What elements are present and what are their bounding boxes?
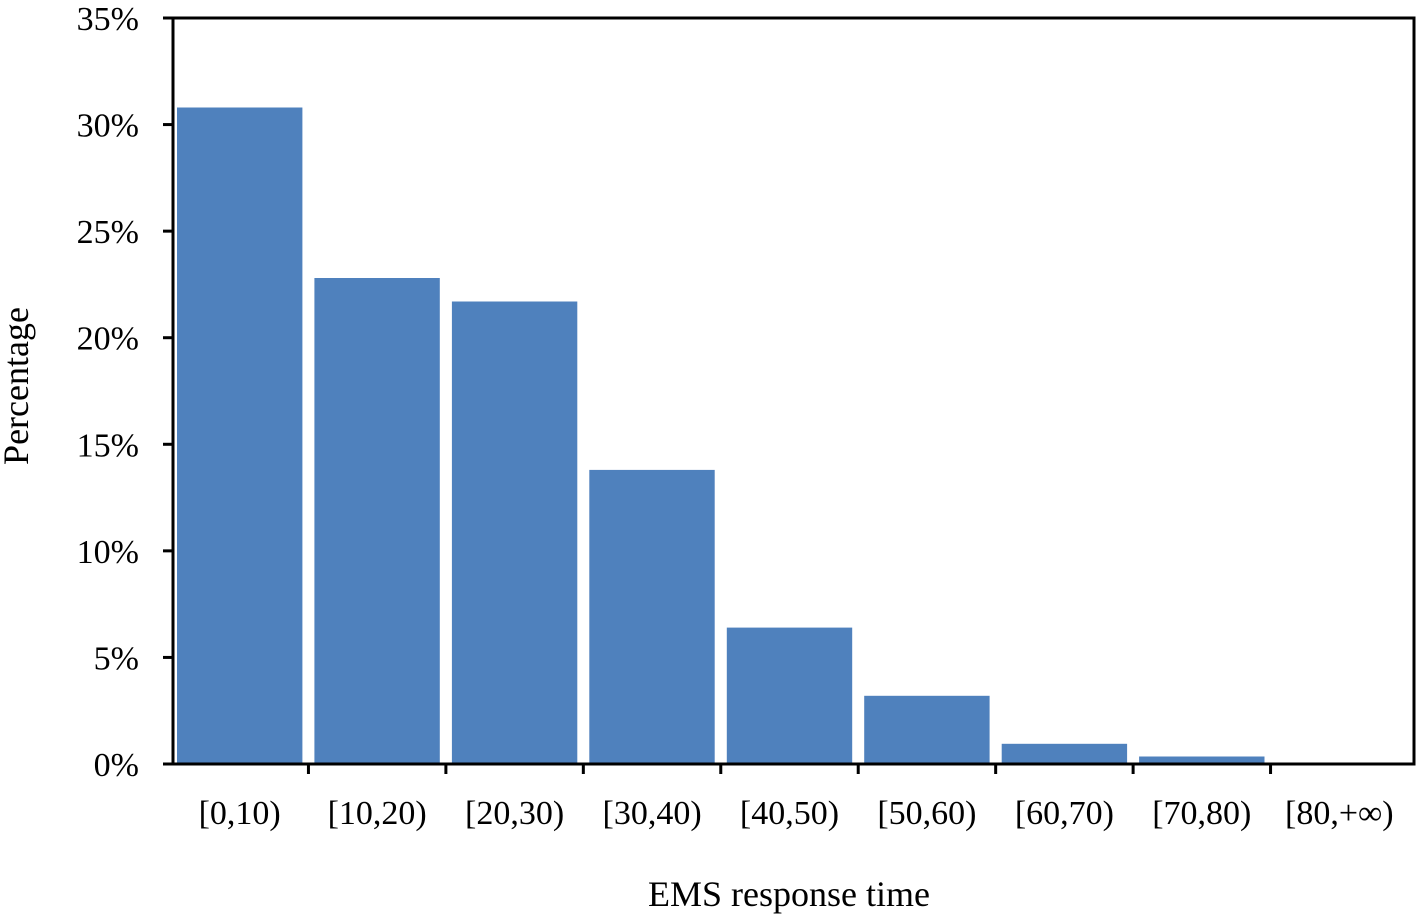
y-axis-title: Percentage: [0, 307, 36, 465]
y-tick-label-3: 15%: [77, 427, 139, 464]
y-tick-label-7: 35%: [77, 1, 139, 38]
y-tick-label-4: 20%: [77, 321, 139, 358]
plot-frame: [171, 16, 1416, 766]
x-tick-label-1: [10,20): [328, 795, 427, 832]
x-axis-title: EMS response time: [648, 874, 930, 914]
bar-7: [1139, 756, 1265, 764]
bar-0: [177, 107, 303, 764]
x-tick-label-5: [50,60): [877, 795, 976, 832]
y-tick-label-2: 10%: [77, 534, 139, 571]
x-axis: [0,10) [10,20) [20,30) [30,40) [40,50) [50,60…: [199, 764, 1394, 832]
y-tick-label-0: 0%: [94, 747, 139, 784]
bar-5: [864, 695, 990, 764]
x-tick-label-3: [30,40): [603, 795, 702, 832]
y-tick-label-5: 25%: [77, 214, 139, 251]
x-tick-label-8: [80,+∞): [1285, 795, 1394, 832]
bar-6: [1001, 743, 1128, 764]
x-tick-label-6: [60,70): [1015, 795, 1114, 832]
bars-group: [177, 107, 1402, 764]
y-tick-label-6: 30%: [77, 108, 139, 145]
bar-3: [589, 469, 715, 764]
x-tick-label-4: [40,50): [740, 795, 839, 832]
bar-1: [314, 278, 440, 764]
bar-4: [726, 627, 853, 764]
x-tick-label-0: [0,10): [199, 795, 281, 832]
y-tick-label-1: 5%: [94, 640, 139, 677]
y-axis: 0% 5% 10% 15% 20% 25% 30% 35%: [77, 1, 173, 784]
x-tick-label-2: [20,30): [465, 795, 564, 832]
x-tick-label-7: [70,80): [1152, 795, 1251, 832]
bar-2: [451, 301, 578, 764]
